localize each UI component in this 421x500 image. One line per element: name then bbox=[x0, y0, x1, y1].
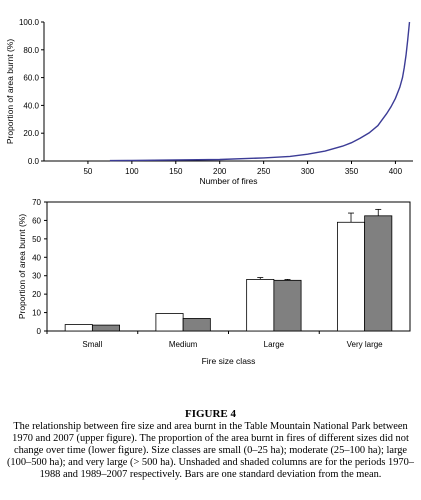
bar-unshaded bbox=[155, 313, 184, 332]
bar-shaded bbox=[91, 324, 121, 332]
line-chart: 0.0 20.0 40.0 60.0 80.0 100.0 50 100 150 200 250 3… bbox=[5, 18, 413, 186]
bar-chart-y-tick-label: 30 bbox=[32, 272, 41, 281]
bar-chart-category-label: Large bbox=[264, 340, 285, 349]
bar-chart-category-labels: Small Medium Large Very large bbox=[46, 331, 384, 349]
bar-chart: 0 10 20 30 40 50 60 70 Small Medium Large Very lar… bbox=[17, 198, 411, 366]
line-chart-y-tick-label: 40.0 bbox=[23, 101, 39, 110]
line-chart-y-tick-label: 20.0 bbox=[23, 129, 39, 138]
line-chart-x-tick-label: 100 bbox=[125, 167, 139, 176]
bar-unshaded bbox=[246, 278, 275, 332]
figure-caption-text: The relationship between fire size and a… bbox=[6, 421, 415, 480]
bar-shaded bbox=[364, 215, 393, 332]
line-chart-x-tick-label: 250 bbox=[257, 167, 271, 176]
figure-caption-title: FIGURE 4 bbox=[184, 408, 237, 420]
bar-chart-bars bbox=[64, 208, 393, 332]
bar-chart-y-tick-label: 60 bbox=[32, 216, 41, 225]
bar-chart-y-ticks: 0 10 20 30 40 50 60 70 bbox=[32, 198, 47, 336]
line-chart-x-tick-label: 350 bbox=[345, 167, 359, 176]
bar-chart-category-label: Small bbox=[82, 340, 102, 349]
line-chart-y-tick-label: 0.0 bbox=[28, 157, 40, 166]
bar-unshaded bbox=[64, 324, 93, 332]
bar-chart-x-label: Fire size class bbox=[202, 356, 256, 366]
bar-shaded bbox=[182, 318, 211, 332]
bar-chart-y-tick-label: 50 bbox=[32, 235, 41, 244]
bar-chart-y-label: Proportion of area burnt (%) bbox=[17, 214, 27, 320]
bar-unshaded bbox=[336, 221, 366, 332]
line-chart-y-tick-label: 60.0 bbox=[23, 74, 39, 83]
bar-chart-y-tick-label: 0 bbox=[37, 327, 42, 336]
line-chart-x-ticks: 50 100 150 200 250 300 350 400 bbox=[83, 161, 403, 176]
bar-shaded bbox=[273, 279, 302, 332]
bar-chart-y-tick-label: 10 bbox=[32, 309, 41, 318]
line-chart-x-tick-label: 50 bbox=[83, 167, 92, 176]
line-chart-x-label: Number of fires bbox=[199, 176, 257, 186]
bar-chart-category-label: Medium bbox=[169, 340, 198, 349]
line-chart-y-label: Proportion of area burnt (%) bbox=[5, 39, 15, 145]
line-chart-y-tick-label: 100.0 bbox=[19, 18, 40, 27]
line-chart-x-tick-label: 400 bbox=[389, 167, 403, 176]
bar-chart-y-tick-label: 20 bbox=[32, 290, 41, 299]
line-chart-y-tick-label: 80.0 bbox=[23, 46, 39, 55]
line-chart-y-ticks: 0.0 20.0 40.0 60.0 80.0 100.0 bbox=[19, 18, 44, 166]
line-chart-x-tick-label: 150 bbox=[169, 167, 183, 176]
line-chart-x-tick-label: 200 bbox=[213, 167, 227, 176]
line-series bbox=[109, 21, 411, 162]
bar-chart-category-label: Very large bbox=[347, 340, 384, 349]
bar-chart-y-tick-label: 40 bbox=[32, 253, 41, 262]
line-chart-x-tick-label: 300 bbox=[301, 167, 315, 176]
figure-caption: FIGURE 4 The relationship between fire s… bbox=[6, 408, 415, 481]
bar-chart-y-tick-label: 70 bbox=[32, 198, 41, 207]
